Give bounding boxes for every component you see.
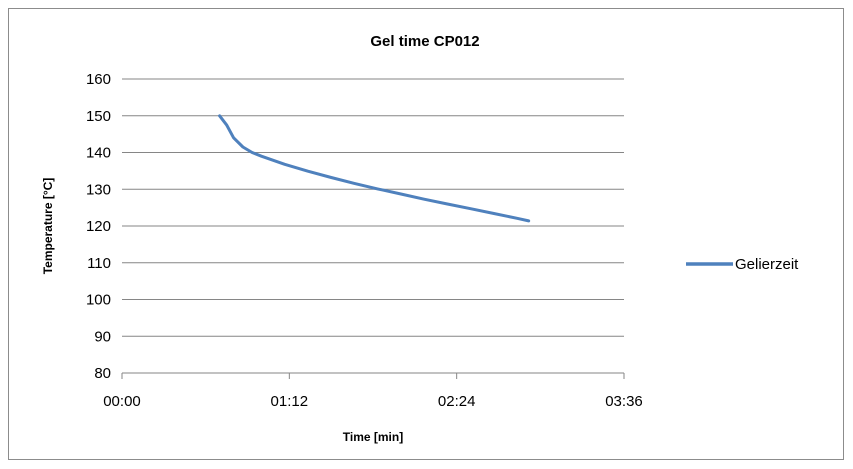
x-axis-title: Time [min] — [343, 430, 403, 444]
y-axis-title: Temperature [°C] — [41, 178, 55, 275]
legend-label: Gelierzeit — [735, 256, 799, 273]
chart-frame — [8, 8, 844, 460]
legend: Gelierzeit — [686, 256, 799, 273]
x-tick-labels: 00:00 01:12 02:24 03:36 — [103, 393, 643, 410]
y-tick-label: 130 — [86, 181, 111, 198]
x-tick-marks — [121, 373, 625, 379]
y-tick-label: 150 — [86, 108, 111, 125]
y-tick-label: 120 — [86, 218, 111, 235]
series-group — [218, 114, 531, 223]
y-tick-label: 140 — [86, 145, 111, 162]
x-tick-label: 00:00 — [103, 393, 141, 410]
y-tick-label: 110 — [87, 255, 111, 272]
y-tick-label: 80 — [94, 365, 111, 382]
chart-title: Gel time CP012 — [370, 33, 479, 50]
x-tick-label: 02:24 — [438, 393, 476, 410]
gridlines — [122, 78, 624, 337]
y-tick-label: 160 — [86, 71, 111, 88]
y-tick-label: 90 — [94, 328, 111, 345]
x-tick-label: 03:36 — [605, 393, 643, 410]
series-line-gelierzeit — [218, 114, 531, 223]
x-tick-label: 01:12 — [271, 393, 309, 410]
y-tick-labels: 80 90 100 110 120 130 140 150 160 — [86, 71, 111, 382]
y-tick-label: 100 — [86, 292, 111, 309]
